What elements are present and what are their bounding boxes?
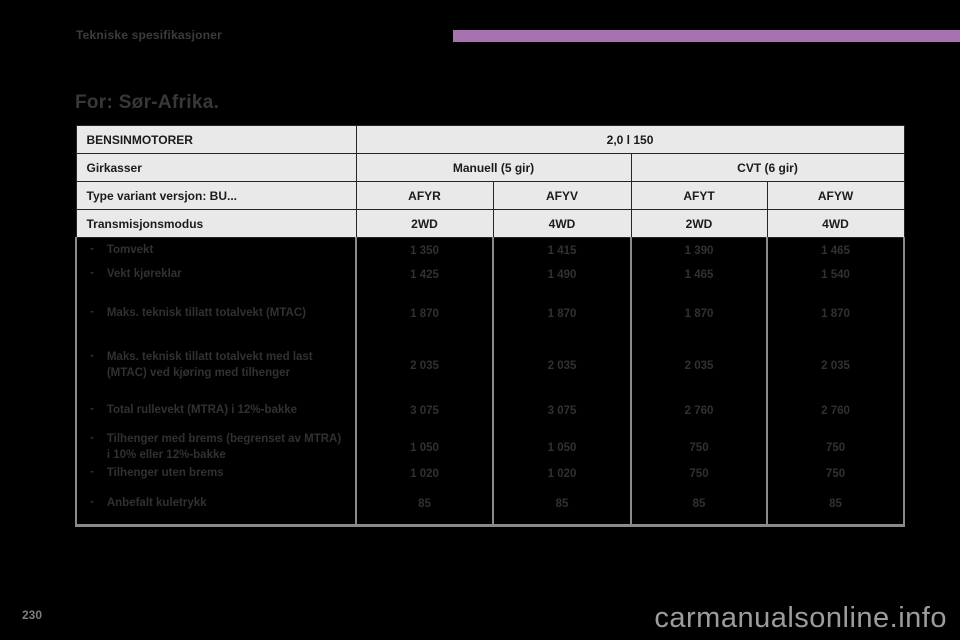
spec-value: 1 350 xyxy=(355,237,494,263)
spec-label: Tilhenger med brems (begrenset av MTRA) … xyxy=(106,433,342,461)
spec-label: Vekt kjøreklar xyxy=(106,267,182,280)
spec-label-cell: - Tilhenger uten brems xyxy=(75,465,357,483)
section-header: Tekniske spesifikasjoner xyxy=(76,28,222,42)
spec-value: 3 075 xyxy=(355,391,494,431)
dash-bullet: - xyxy=(90,403,94,416)
spec-label: Total rullevekt (MTRA) i 12%-bakke xyxy=(106,404,298,417)
dash-bullet: - xyxy=(90,495,94,508)
accent-bar xyxy=(453,30,960,42)
dash-bullet: - xyxy=(90,242,94,255)
spec-value: 85 xyxy=(765,483,906,527)
spec-value: 85 xyxy=(630,483,768,527)
spec-value: 750 xyxy=(630,431,768,465)
spec-value: 1 425 xyxy=(355,263,494,286)
variant-value: AFYR xyxy=(355,181,494,210)
spec-value: 2 035 xyxy=(492,341,632,391)
spec-label-cell: - Total rullevekt (MTRA) i 12%-bakke xyxy=(75,391,357,431)
variant-label: Type variant versjon: BU... xyxy=(75,181,357,210)
page-title: For: Sør-Afrika. xyxy=(75,92,220,113)
gearbox-cvt: CVT (6 gir) xyxy=(630,153,905,182)
spec-table-header: BENSINMOTORER 2,0 l 150 Girkasser Manuel… xyxy=(75,125,905,238)
spec-value: 2 760 xyxy=(630,391,768,431)
spec-value: 85 xyxy=(355,483,494,527)
spec-value: 1 020 xyxy=(492,465,632,483)
spec-row: - Vekt kjøreklar 1 425 1 490 1 465 1 540 xyxy=(75,263,906,286)
spec-value: 85 xyxy=(492,483,632,527)
spec-label-cell: - Anbefalt kuletrykk xyxy=(75,483,357,527)
page-number: 230 xyxy=(22,608,43,622)
spec-value: 1 415 xyxy=(492,237,632,263)
spec-row: - Maks. teknisk tillatt totalvekt med la… xyxy=(75,341,906,391)
spec-value: 1 020 xyxy=(355,465,494,483)
engine-row: BENSINMOTORER 2,0 l 150 xyxy=(75,125,905,154)
spec-value: 1 870 xyxy=(492,286,632,341)
spec-value: 1 050 xyxy=(492,431,632,465)
transmission-value: 2WD xyxy=(355,209,494,238)
engine-label: BENSINMOTORER xyxy=(75,125,357,154)
spec-value: 1 390 xyxy=(630,237,768,263)
spec-label: Maks. teknisk tillatt totalvekt (MTAC) xyxy=(106,306,306,319)
transmission-row: Transmisjonsmodus 2WD 4WD 2WD 4WD xyxy=(75,209,905,238)
spec-value: 1 465 xyxy=(630,263,768,286)
spec-label: Maks. teknisk tillatt totalvekt med last… xyxy=(106,351,313,379)
spec-label: Tomvekt xyxy=(106,243,154,256)
spec-table: BENSINMOTORER 2,0 l 150 Girkasser Manuel… xyxy=(75,125,906,527)
spec-label-cell: - Tilhenger med brems (begrenset av MTRA… xyxy=(75,431,357,465)
spec-value: 2 760 xyxy=(765,391,906,431)
watermark: carmanualsonline.info xyxy=(654,602,947,634)
spec-row: - Tilhenger uten brems 1 020 1 020 750 7… xyxy=(75,465,906,483)
spec-value: 2 035 xyxy=(765,341,906,391)
spec-value: 1 870 xyxy=(355,286,494,341)
spec-value: 1 870 xyxy=(765,286,906,341)
spec-label: Tilhenger uten brems xyxy=(106,467,224,480)
variant-value: AFYT xyxy=(630,181,768,210)
spec-value: 3 075 xyxy=(492,391,632,431)
variant-value: AFYV xyxy=(492,181,632,210)
spec-row: - Maks. teknisk tillatt totalvekt (MTAC)… xyxy=(75,286,906,341)
dash-bullet: - xyxy=(90,266,94,279)
spec-label-cell: - Tomvekt xyxy=(75,237,357,263)
spec-label: Anbefalt kuletrykk xyxy=(106,496,207,509)
engine-value: 2,0 l 150 xyxy=(355,125,905,154)
gearbox-manual: Manuell (5 gir) xyxy=(355,153,632,182)
gearbox-label: Girkasser xyxy=(75,153,357,182)
dash-bullet: - xyxy=(90,305,94,318)
spec-value: 1 870 xyxy=(630,286,768,341)
transmission-value: 4WD xyxy=(492,209,632,238)
dash-bullet: - xyxy=(90,466,94,479)
spec-value: 750 xyxy=(765,431,906,465)
spec-value: 1 465 xyxy=(765,237,906,263)
variant-value: AFYW xyxy=(766,181,905,210)
dash-bullet: - xyxy=(90,350,94,363)
spec-value: 750 xyxy=(765,465,906,483)
transmission-value: 2WD xyxy=(630,209,768,238)
spec-table-body: - Tomvekt 1 350 1 415 1 390 1 465 - Vekt… xyxy=(75,237,906,527)
spec-value: 2 035 xyxy=(630,341,768,391)
spec-row: - Total rullevekt (MTRA) i 12%-bakke 3 0… xyxy=(75,391,906,431)
transmission-value: 4WD xyxy=(766,209,905,238)
variant-row: Type variant versjon: BU... AFYR AFYV AF… xyxy=(75,181,905,210)
spec-label-cell: - Vekt kjøreklar xyxy=(75,263,357,286)
spec-row: - Tomvekt 1 350 1 415 1 390 1 465 xyxy=(75,237,906,263)
spec-label-cell: - Maks. teknisk tillatt totalvekt (MTAC) xyxy=(75,286,357,341)
spec-label-cell: - Maks. teknisk tillatt totalvekt med la… xyxy=(75,341,357,391)
spec-row: - Anbefalt kuletrykk 85 85 85 85 xyxy=(75,483,906,527)
spec-value: 1 050 xyxy=(355,431,494,465)
spec-row: - Tilhenger med brems (begrenset av MTRA… xyxy=(75,431,906,465)
spec-value: 1 490 xyxy=(492,263,632,286)
spec-value: 1 540 xyxy=(765,263,906,286)
dash-bullet: - xyxy=(90,432,94,445)
transmission-label: Transmisjonsmodus xyxy=(75,209,357,238)
spec-value: 750 xyxy=(630,465,768,483)
spec-value: 2 035 xyxy=(355,341,494,391)
gearbox-row: Girkasser Manuell (5 gir) CVT (6 gir) xyxy=(75,153,905,182)
